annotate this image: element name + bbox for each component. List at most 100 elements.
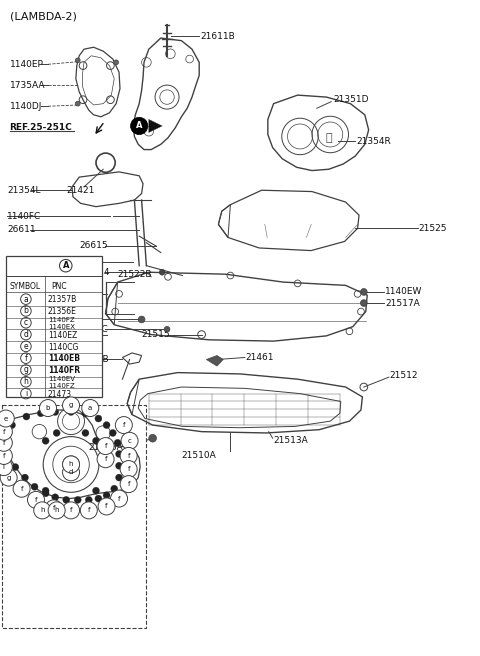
Text: h: h: [54, 507, 59, 514]
Text: 1140FZ: 1140FZ: [48, 382, 75, 389]
Text: b: b: [46, 405, 50, 411]
Circle shape: [120, 447, 137, 464]
Polygon shape: [149, 119, 162, 133]
Text: f: f: [122, 422, 125, 428]
Text: A: A: [62, 261, 69, 270]
Text: a: a: [88, 405, 92, 411]
Text: f: f: [104, 456, 107, 462]
Text: h: h: [24, 377, 28, 386]
Text: g: g: [6, 474, 11, 481]
Text: 21522B: 21522B: [118, 270, 152, 279]
Text: i: i: [25, 389, 27, 398]
Text: PNC: PNC: [51, 282, 67, 291]
Text: f: f: [70, 507, 72, 514]
Text: 21510A: 21510A: [182, 451, 216, 461]
Text: 26612B: 26612B: [7, 258, 42, 267]
Circle shape: [159, 270, 165, 275]
Text: 21356E: 21356E: [48, 307, 77, 316]
Bar: [2, 405, 146, 628]
Text: b: b: [24, 306, 28, 316]
Text: REF.25-251C: REF.25-251C: [10, 123, 72, 133]
Circle shape: [115, 417, 132, 434]
Text: 26611: 26611: [7, 225, 36, 234]
Circle shape: [62, 397, 80, 414]
Circle shape: [13, 480, 30, 497]
Circle shape: [0, 410, 14, 427]
Circle shape: [5, 453, 12, 459]
Text: 1140FC: 1140FC: [7, 212, 41, 221]
Circle shape: [23, 413, 30, 420]
Text: 1140EP: 1140EP: [10, 60, 44, 69]
Text: f: f: [104, 443, 107, 449]
Circle shape: [111, 485, 118, 492]
Text: c: c: [128, 438, 132, 444]
Circle shape: [103, 422, 110, 428]
Circle shape: [34, 502, 51, 519]
Text: f: f: [24, 354, 27, 363]
Circle shape: [103, 492, 110, 499]
Circle shape: [82, 430, 89, 436]
Circle shape: [360, 300, 367, 306]
Circle shape: [114, 60, 119, 65]
Text: 1140CG: 1140CG: [48, 342, 78, 352]
Text: d: d: [69, 469, 73, 476]
Text: 21354L: 21354L: [7, 186, 41, 195]
Circle shape: [0, 459, 12, 476]
Circle shape: [31, 483, 38, 490]
Text: 𝓟: 𝓟: [325, 133, 332, 143]
Text: SYMBOL: SYMBOL: [10, 282, 41, 291]
Circle shape: [360, 289, 367, 295]
Circle shape: [45, 500, 62, 517]
Text: f: f: [127, 466, 130, 472]
Text: 21357B: 21357B: [48, 295, 77, 304]
Circle shape: [121, 432, 138, 449]
Text: e: e: [4, 415, 8, 422]
Text: 21611B: 21611B: [201, 31, 235, 41]
Circle shape: [42, 490, 49, 497]
Text: 21451B: 21451B: [74, 355, 109, 364]
Circle shape: [93, 487, 99, 494]
Text: a: a: [24, 295, 28, 304]
Circle shape: [120, 461, 137, 478]
Circle shape: [0, 423, 12, 440]
Circle shape: [74, 497, 81, 503]
Circle shape: [95, 415, 102, 422]
Text: f: f: [2, 440, 5, 446]
Circle shape: [0, 447, 12, 464]
Circle shape: [52, 494, 59, 501]
Circle shape: [82, 400, 99, 417]
Text: 1140EW: 1140EW: [385, 287, 422, 297]
Text: 21354R: 21354R: [356, 136, 391, 146]
Text: 21515: 21515: [142, 330, 170, 339]
Circle shape: [12, 464, 19, 470]
Text: 1140EV: 1140EV: [48, 376, 75, 382]
Text: g: g: [69, 402, 73, 409]
Text: e: e: [24, 342, 28, 351]
Text: A: A: [136, 121, 143, 131]
Circle shape: [109, 430, 116, 436]
Text: d: d: [24, 330, 28, 339]
Text: f: f: [20, 485, 23, 492]
Circle shape: [120, 476, 137, 493]
Circle shape: [42, 438, 49, 444]
Circle shape: [9, 422, 15, 428]
Text: 1430JC: 1430JC: [77, 325, 108, 334]
Text: 1140EX: 1140EX: [48, 323, 75, 330]
Circle shape: [53, 430, 60, 436]
Circle shape: [131, 117, 148, 134]
Circle shape: [48, 502, 65, 519]
Circle shape: [75, 58, 80, 63]
Text: 1735AA: 1735AA: [10, 81, 45, 90]
Text: VIEW: VIEW: [41, 259, 67, 268]
Text: f: f: [2, 453, 5, 459]
Text: 21517A: 21517A: [385, 298, 420, 308]
Text: 26615: 26615: [79, 241, 108, 251]
Circle shape: [97, 438, 114, 455]
Text: g: g: [24, 365, 28, 375]
Text: 1140FZ: 1140FZ: [48, 317, 75, 323]
Text: f: f: [35, 497, 37, 503]
Circle shape: [164, 327, 170, 332]
Text: (LAMBDA-2): (LAMBDA-2): [10, 12, 76, 22]
Text: c: c: [24, 318, 28, 327]
Circle shape: [0, 469, 17, 486]
